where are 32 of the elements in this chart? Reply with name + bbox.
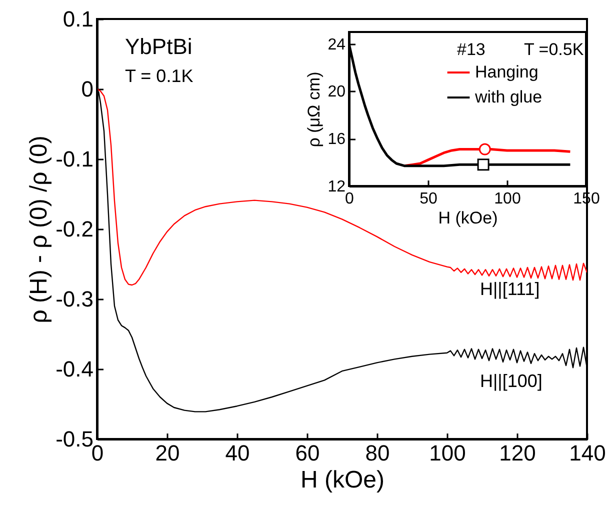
y-tick-label: 16: [328, 131, 346, 148]
legend-label: Hanging: [475, 62, 538, 82]
x-tick-label: 60: [295, 440, 320, 466]
y-tick-label: -0.3: [56, 286, 94, 312]
x-tick-label: 50: [420, 190, 438, 208]
y-tick-label: 12: [328, 178, 346, 196]
legend-label: with glue: [474, 88, 542, 106]
x-tick-label: 20: [155, 440, 180, 466]
y-axis-title: ρ (H) - ρ (0) /ρ (0): [26, 136, 53, 324]
x-tick-label: 120: [499, 440, 536, 466]
x-tick-label: 80: [365, 440, 390, 466]
x-tick-label: 100: [494, 190, 521, 208]
x-axis-title: H (kOe): [438, 208, 498, 228]
y-tick-label: -0.5: [56, 426, 94, 452]
annotation: T =0.5K: [524, 40, 584, 59]
y-tick-label: -0.1: [56, 146, 94, 172]
annotation: T = 0.1K: [125, 66, 194, 86]
y-tick-label: 0: [81, 76, 94, 102]
x-axis-title: H (kOe): [300, 466, 384, 494]
y-tick-label: 24: [328, 36, 346, 54]
y-tick-label: 0.1: [62, 6, 94, 32]
annotation: #13: [457, 40, 486, 59]
x-tick-label: 100: [429, 440, 466, 466]
y-tick-label: -0.2: [56, 216, 94, 242]
y-axis-title: ρ (μΩ cm): [304, 72, 324, 148]
y-tick-label: 20: [328, 84, 346, 101]
x-tick-label: 40: [225, 440, 250, 466]
annotation: H||[100]: [480, 371, 542, 391]
annotation: H||[111]: [480, 279, 540, 299]
annotation: YbPtBi: [125, 34, 192, 59]
x-tick-label: 140: [569, 440, 606, 466]
y-tick-label: -0.4: [56, 356, 94, 382]
